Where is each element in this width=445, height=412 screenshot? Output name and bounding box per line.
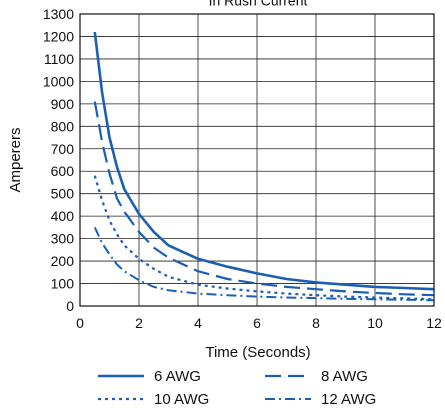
y-tick-label: 300 — [51, 231, 75, 247]
legend-label-10-awg: 10 AWG — [154, 391, 209, 408]
y-tick-label: 100 — [51, 276, 75, 292]
y-tick-label: 1200 — [43, 28, 74, 44]
legend-label-6-awg: 6 AWG — [154, 368, 201, 385]
x-tick-label: 10 — [367, 315, 383, 331]
y-tick-label: 800 — [51, 118, 75, 134]
chart-title: In Rush Current — [209, 0, 308, 9]
grid — [79, 13, 435, 307]
y-tick-label: 900 — [51, 96, 75, 112]
y-tick-label: 1000 — [43, 73, 74, 89]
y-tick-label: 200 — [51, 253, 75, 269]
y-tick-label: 1300 — [43, 6, 74, 22]
series-line-12-awg — [93, 226, 435, 302]
y-tick-label: 400 — [51, 208, 75, 224]
x-tick-label: 8 — [312, 315, 320, 331]
y-axis-label: Amperers — [7, 127, 24, 192]
x-tick-label: 2 — [135, 315, 143, 331]
legend-label-12-awg: 12 AWG — [321, 391, 376, 408]
x-axis-label: Time (Seconds) — [205, 344, 310, 361]
x-tick-label: 0 — [76, 315, 84, 331]
y-tick-label: 0 — [66, 298, 74, 314]
y-tick-label: 1100 — [44, 51, 74, 67]
legend: 6 AWG 8 AWG 10 AWG 12 AWG — [98, 368, 376, 408]
x-tick-label: 12 — [426, 315, 442, 331]
y-axis-ticks: 0 100 200 300 400 500 600 700 800 900 1000 1100 1200… — [43, 6, 74, 314]
x-tick-label: 6 — [253, 315, 261, 331]
series-line-6-awg — [93, 31, 435, 291]
y-tick-label: 700 — [51, 141, 75, 157]
y-tick-label: 600 — [51, 163, 75, 179]
series-line-10-awg — [93, 175, 435, 301]
x-axis-ticks: 0 2 4 6 8 10 12 — [76, 315, 442, 331]
legend-label-8-awg: 8 AWG — [321, 368, 368, 385]
y-tick-label: 500 — [51, 186, 75, 202]
x-tick-label: 4 — [194, 315, 202, 331]
series-lines — [93, 31, 435, 302]
plot-frame — [79, 13, 435, 307]
series-line-8-awg — [93, 101, 435, 297]
